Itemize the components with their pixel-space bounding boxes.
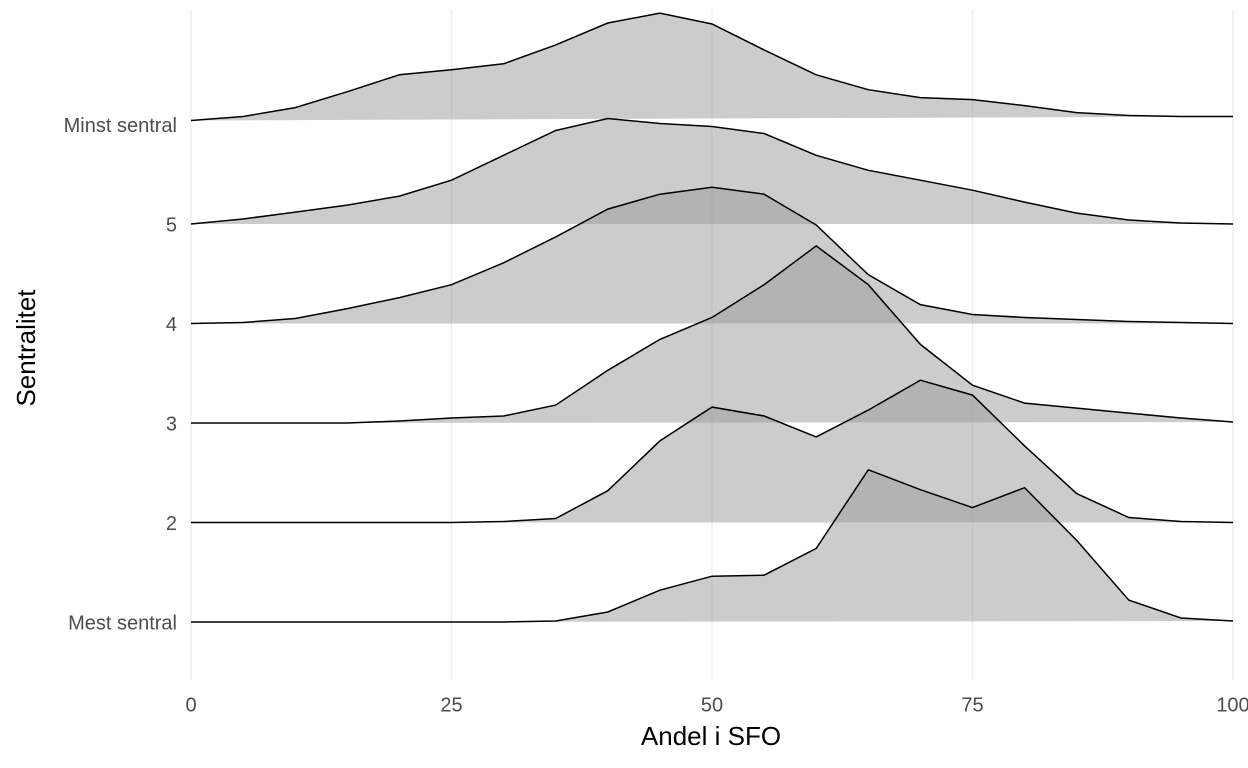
x-tick-label: 50 (701, 694, 723, 716)
y-axis-title: Sentralitet (11, 289, 41, 407)
x-axis-title: Andel i SFO (641, 721, 781, 751)
x-tick-label: 100 (1216, 694, 1248, 716)
ridge (190, 117, 1234, 225)
ridge (190, 186, 1234, 325)
ridge (191, 379, 1234, 524)
x-tick-label: 75 (961, 694, 983, 716)
x-tick-label: 0 (185, 694, 196, 716)
ridge (191, 468, 1234, 623)
x-tick-label: 25 (440, 694, 462, 716)
y-tick-label: 2 (166, 513, 177, 535)
y-tick-label: 4 (166, 314, 177, 336)
y-tick-label: Minst sentral (64, 115, 177, 137)
y-tick-label: Mest sentral (68, 612, 177, 634)
y-tick-label: 5 (166, 214, 177, 236)
ridge (191, 244, 1234, 424)
y-tick-label: 3 (166, 413, 177, 435)
ridge (190, 12, 1233, 122)
